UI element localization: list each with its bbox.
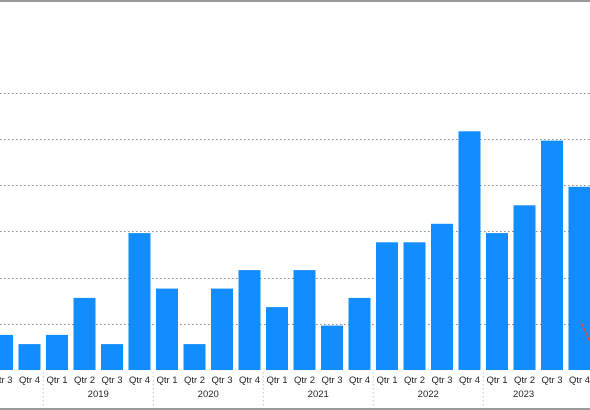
- bar-6[interactable]: [156, 288, 178, 370]
- x-tick-label: Qtr 3: [0, 375, 13, 386]
- x-tick-label: Qtr 3: [101, 375, 122, 386]
- bar-19[interactable]: [513, 205, 536, 370]
- year-label-2019: 2019: [88, 389, 109, 400]
- x-tick-label: Qtr 1: [266, 375, 287, 386]
- year-label-2022: 2022: [418, 389, 439, 400]
- bar-4[interactable]: [101, 344, 123, 370]
- x-tick-label: Qtr 3: [321, 375, 342, 386]
- bar-layer: [0, 131, 590, 370]
- bar-15[interactable]: [403, 242, 426, 370]
- x-tick-label: Qtr 3: [211, 375, 232, 386]
- trend-line: [580, 321, 590, 343]
- bar-1[interactable]: [18, 344, 41, 370]
- bar-9[interactable]: [238, 270, 261, 370]
- x-axis: Qtr 3 Qtr 4 Qtr 1 Qtr 2 Qtr 3 Qtr 4 Qtr 1 Qtr 2…: [0, 372, 590, 406]
- bar-8[interactable]: [211, 288, 233, 370]
- bar-10[interactable]: [266, 307, 288, 370]
- x-tick-label: Qtr 4: [239, 375, 260, 386]
- x-tick-label: Qtr 2: [294, 375, 315, 386]
- x-tick-label: Qtr 4: [459, 375, 480, 386]
- trend-layer: [580, 321, 590, 343]
- x-tick-label: Qtr 4: [129, 375, 150, 386]
- bar-13[interactable]: [348, 297, 371, 370]
- x-tick-label: Qtr 1: [156, 375, 177, 386]
- year-label-2020: 2020: [198, 389, 219, 400]
- year-label-2021: 2021: [308, 389, 329, 400]
- x-tick-label: Qtr 3: [541, 375, 562, 386]
- bar-0[interactable]: [0, 334, 13, 370]
- x-tick-label: Qtr 2: [74, 375, 95, 386]
- x-tick-label: Qtr 1: [46, 375, 67, 386]
- bar-5[interactable]: [128, 233, 151, 370]
- bar-3[interactable]: [73, 297, 96, 370]
- bar-14[interactable]: [376, 242, 398, 370]
- x-tick-label: Qtr 2: [404, 375, 425, 386]
- bar-16[interactable]: [431, 223, 453, 370]
- bar-21[interactable]: [568, 186, 590, 370]
- x-tick-label: Qtr 2: [514, 375, 535, 386]
- bar-2[interactable]: [46, 334, 68, 370]
- x-tick-label: Qtr 4: [349, 375, 370, 386]
- x-tick-label: Qtr 1: [376, 375, 397, 386]
- bar-17[interactable]: [458, 131, 481, 370]
- bar-11[interactable]: [293, 270, 316, 370]
- x-tick-label: Qtr 4: [569, 375, 590, 386]
- x-tick-label: Qtr 2: [184, 375, 205, 386]
- bar-18[interactable]: [486, 233, 508, 370]
- bar-20[interactable]: [541, 140, 563, 370]
- year-label-2023: 2023: [513, 389, 534, 400]
- bar-12[interactable]: [321, 325, 343, 370]
- x-tick-label: Qtr 3: [431, 375, 452, 386]
- x-tick-label: Qtr 1: [486, 375, 507, 386]
- x-tick-label: Qtr 4: [19, 375, 40, 386]
- bar-7[interactable]: [183, 344, 206, 370]
